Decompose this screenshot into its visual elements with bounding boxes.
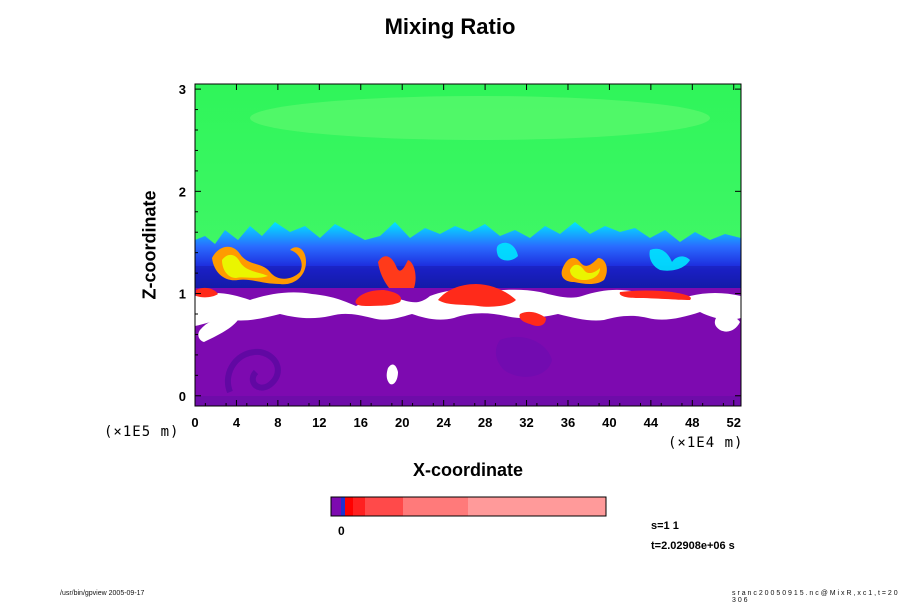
x-tick-label: 52: [727, 415, 741, 430]
colorbar-swatch: [345, 497, 353, 516]
x-tick-label: 28: [478, 415, 492, 430]
x-axis-ticks: 0 4 8 12 16 20 24 28 32 36 40 44 48 52: [191, 84, 741, 430]
plot-frame: [194, 83, 742, 407]
x-tick-label: 4: [233, 415, 241, 430]
x-axis-label: X-coordinate: [412, 460, 523, 480]
purple-eddy: [495, 336, 552, 377]
plume-mid: [378, 256, 416, 292]
bottom-dark-band: [195, 396, 741, 406]
x-tick-label: 12: [312, 415, 326, 430]
plume-left-core: [222, 254, 268, 278]
plume-right-core: [570, 264, 600, 280]
colorbar-swatch: [341, 497, 345, 516]
footer-left: /usr/bin/gpview 2005-09-17: [60, 590, 145, 597]
red-streak-right: [619, 290, 691, 300]
x-tick-label: 32: [519, 415, 533, 430]
white-spot: [386, 364, 398, 385]
x-tick-label: 24: [436, 415, 451, 430]
y-axis-label: Z-coordinate: [139, 190, 160, 300]
red-left-edge: [196, 287, 218, 298]
colorbar-swatch: [353, 497, 365, 516]
z-scale-note: (×1E5 m): [104, 424, 180, 440]
y-tick-label: 1: [179, 287, 186, 302]
purple-swirl: [225, 348, 281, 394]
colorbar-swatch: [403, 497, 468, 516]
x-tick-label: 20: [395, 415, 409, 430]
x-tick-label: 36: [561, 415, 575, 430]
y-tick-label: 2: [179, 184, 186, 199]
upper-light-patch: [250, 96, 710, 140]
x-tick-label: 0: [191, 415, 198, 430]
x-tick-label: 8: [274, 415, 281, 430]
t-value: t=2.02908e+06 s: [651, 540, 735, 552]
white-band: [195, 289, 741, 326]
y-tick-label: 3: [179, 82, 186, 97]
s-value: s=1 1: [651, 520, 679, 532]
colorbar-swatch: [468, 497, 606, 516]
white-lobe-right: [714, 315, 740, 332]
y-tick-label: 0: [179, 389, 186, 404]
x-scale-note: (×1E4 m): [668, 435, 744, 451]
x-tick-label: 48: [685, 415, 699, 430]
x-tick-label: 40: [602, 415, 616, 430]
white-lobe-left: [198, 318, 238, 342]
colorbar-swatch: [331, 497, 341, 516]
footer-right: s r a n c 2 0 0 5 0 9 1 5 . n c @ M i x …: [732, 590, 898, 604]
colorbar-zero-label: 0: [338, 524, 345, 538]
plume-cyan: [496, 242, 518, 261]
colorbar: [331, 497, 606, 516]
red-blob-left: [355, 290, 402, 306]
plume-far-right: [649, 248, 690, 271]
colorbar-frame: [330, 496, 607, 517]
x-tick-label: 16: [354, 415, 368, 430]
red-blob-center: [438, 284, 516, 307]
colorbar-swatch: [365, 497, 403, 516]
y-axis-ticks: 0 1 2 3: [179, 82, 741, 404]
x-tick-label: 44: [644, 415, 659, 430]
chart-title: Mixing Ratio: [384, 14, 516, 39]
red-streak-small: [519, 311, 546, 326]
